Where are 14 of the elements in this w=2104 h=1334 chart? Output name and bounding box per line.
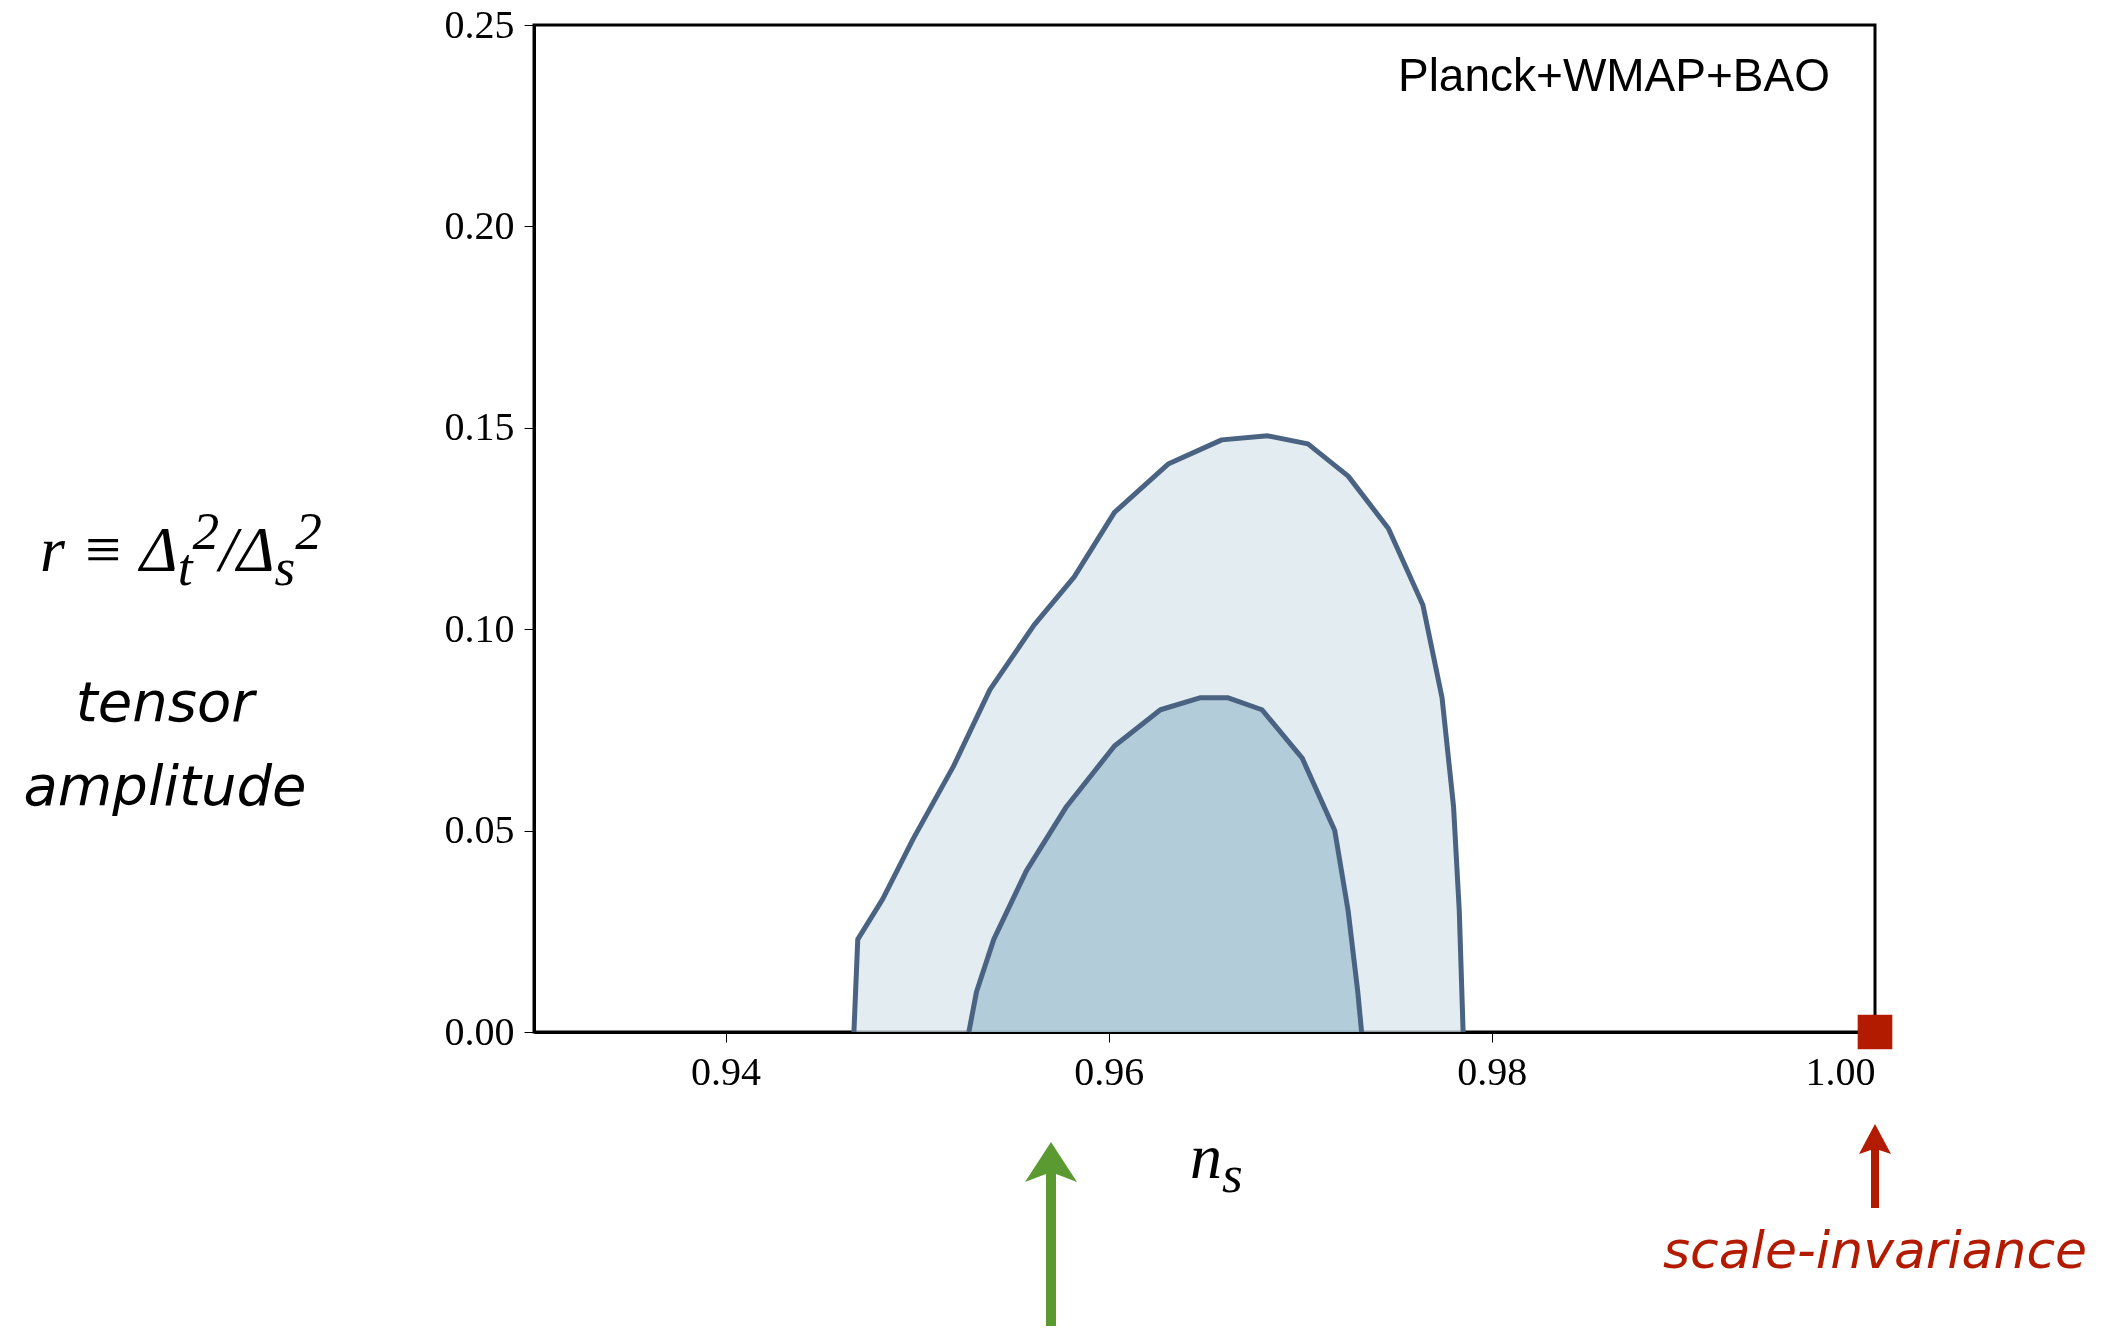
y-tick-label: 0.15 [444,404,515,450]
x-tick-label: 0.96 [1074,1048,1145,1094]
y-tick-label: 0.20 [444,202,515,248]
x-tick-label: 0.98 [1457,1048,1528,1094]
y-tick-label: 0.10 [444,605,515,651]
y-tick-label: 0.25 [444,1,515,47]
text: scale-invariance [1662,1220,2088,1280]
x-tick-label: 0.94 [691,1048,762,1094]
x-axis-title: n$_{s}$ [1190,1120,1243,1205]
y-tick-label: 0.05 [444,807,515,853]
annotation: Planck+WMAP+BAO [1397,49,1830,101]
text: tensor amplitude [22,668,308,820]
y-tick-label: 0.00 [444,1008,515,1054]
x-tick-label: 1.00 [1805,1048,1876,1094]
